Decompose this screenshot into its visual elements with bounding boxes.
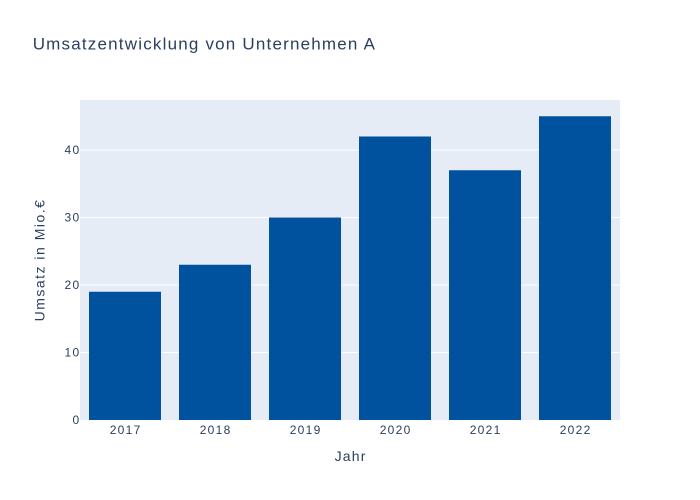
svg-text:2021: 2021 — [470, 423, 502, 437]
svg-text:2019: 2019 — [290, 423, 322, 437]
svg-text:Jahr: Jahr — [335, 448, 367, 464]
svg-text:10: 10 — [65, 346, 81, 360]
svg-text:30: 30 — [65, 211, 81, 225]
svg-text:2022: 2022 — [560, 423, 592, 437]
svg-text:2020: 2020 — [380, 423, 412, 437]
svg-text:0: 0 — [73, 413, 81, 427]
svg-text:40: 40 — [65, 143, 81, 157]
svg-text:20: 20 — [65, 278, 81, 292]
svg-text:Umsatz in Mio.€: Umsatz in Mio.€ — [31, 199, 47, 322]
svg-text:2017: 2017 — [110, 423, 142, 437]
svg-text:Umsatzentwicklung von Unterneh: Umsatzentwicklung von Unternehmen A — [33, 34, 376, 53]
svg-text:2018: 2018 — [200, 423, 232, 437]
